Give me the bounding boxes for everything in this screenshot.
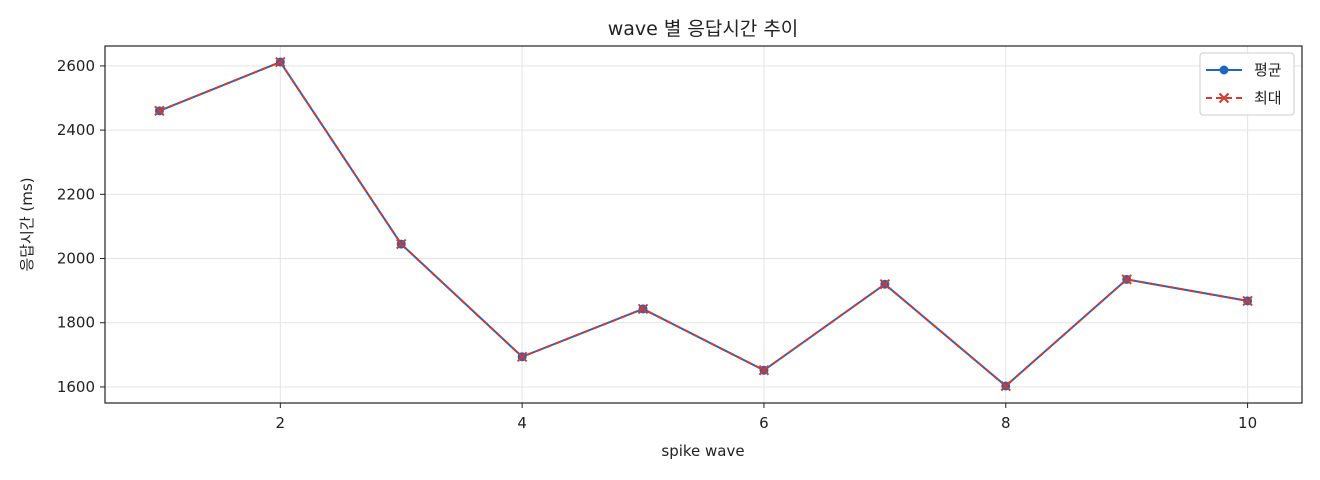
legend-label: 최대 [1254,89,1282,107]
data-point [1000,380,1011,392]
y-tick-label: 2400 [57,121,95,139]
y-tick-label: 1800 [57,314,95,332]
legend-item: 평균 [1206,61,1282,79]
legend-label: 평균 [1254,61,1282,79]
axis-ticks: 2 4 6 8 10 1600 1800 2000 2200 2400 2600 [57,57,1257,432]
x-tick-label: 6 [759,414,769,432]
x-tick-label: 8 [1001,414,1011,432]
data-point [637,303,649,315]
data-point [154,105,165,117]
y-tick-label: 1600 [57,378,95,396]
series-group [154,56,1253,392]
plot-frame [104,45,1303,404]
x-tick-label: 2 [276,414,286,432]
y-tick-label: 2200 [57,185,95,203]
y-tick-label: 2600 [57,57,95,75]
data-point [1121,274,1132,285]
y-tick-label: 2000 [57,250,95,268]
legend-marker [1218,92,1230,104]
data-point [516,351,528,362]
x-axis-label: spike wave [661,442,744,460]
data-point [758,365,770,376]
data-point [1242,295,1253,307]
data-point [396,238,407,250]
x-tick-label: 4 [517,414,527,432]
grid-lines [105,46,1302,403]
legend-marker [1219,65,1229,75]
legend-item: 최대 [1206,89,1282,107]
series-line-0 [159,60,1248,388]
series-line-1 [159,60,1248,388]
y-axis-label: 응답시간 (ms) [18,177,36,271]
data-point [879,279,891,290]
x-tick-label: 10 [1238,414,1257,432]
chart-title: wave 별 응답시간 추이 [608,18,799,40]
data-point [275,56,286,68]
